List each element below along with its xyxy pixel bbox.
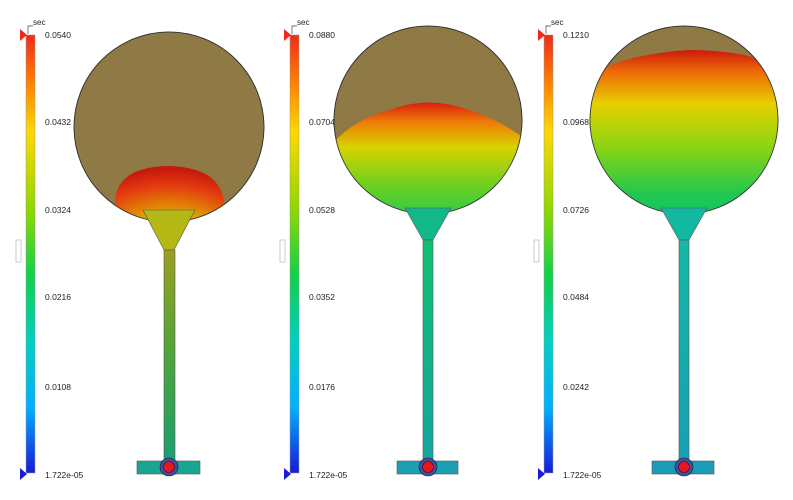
- colorbar-unit-bracket-1: [27, 25, 33, 34]
- cavity-part-1: [73, 31, 265, 477]
- colorbar-ticks-3: 0.1210 0.0968 0.0726 0.0484 0.0242 1.722…: [563, 30, 602, 480]
- tick-label: 0.0484: [563, 292, 589, 302]
- injection-point-icon: [678, 461, 690, 473]
- injection-point-icon: [163, 461, 175, 473]
- fill-time-plot-2: sec 0.0880 0.0704 0.0528 0.0352 0.0176 1…: [279, 18, 523, 480]
- tick-label: 0.1210: [563, 30, 589, 40]
- cavity-part-3: [589, 25, 779, 477]
- melt-front: [334, 102, 522, 214]
- colorbar-max-marker-3: [538, 29, 545, 41]
- tick-label: 1.722e-05: [563, 470, 602, 480]
- fan-gate: [142, 209, 196, 251]
- tick-label: 0.0540: [45, 30, 71, 40]
- colorbar-1: [25, 34, 36, 474]
- injection-point-icon: [422, 461, 434, 473]
- fill-time-panel-3: sec 0.1210 0.0968 0.0726 0.0484 0.0242 1…: [518, 0, 782, 500]
- tick-label: 0.0726: [563, 205, 589, 215]
- runner: [678, 239, 690, 462]
- colorbar-min-marker-2: [284, 468, 291, 480]
- colorbar-max-marker-1: [20, 29, 27, 41]
- colorbar-ticks-1: 0.0540 0.0432 0.0324 0.0216 0.0108 1.722…: [45, 30, 84, 480]
- tick-label: 0.0968: [563, 117, 589, 127]
- colorbar-unit-3: sec: [551, 18, 563, 27]
- fill-time-plot-1: sec 0.0540 0.0432 0.0324 0.0216 0.0108 1…: [15, 18, 265, 480]
- tick-label: 0.0216: [45, 292, 71, 302]
- tick-label: 0.0352: [309, 292, 335, 302]
- colorbar-unit-2: sec: [297, 18, 309, 27]
- fill-time-plot-3: sec 0.1210 0.0968 0.0726 0.0484 0.0242 1…: [533, 18, 779, 480]
- tick-label: 1.722e-05: [45, 470, 84, 480]
- colorbar-handle-1[interactable]: [15, 239, 22, 263]
- fill-time-panel-1: sec 0.0540 0.0432 0.0324 0.0216 0.0108 1…: [0, 0, 265, 500]
- colorbar-handle-2[interactable]: [279, 239, 286, 263]
- tick-label: 0.0880: [309, 30, 335, 40]
- tick-label: 0.0324: [45, 205, 71, 215]
- fan-gate: [404, 207, 452, 241]
- colorbar-max-marker-2: [284, 29, 291, 41]
- colorbar-handle-3[interactable]: [533, 239, 540, 263]
- colorbar-unit-bracket-2: [291, 25, 297, 34]
- tick-label: 0.0176: [309, 382, 335, 392]
- runner: [163, 249, 176, 462]
- colorbar-2: [289, 34, 300, 474]
- tick-label: 0.0704: [309, 117, 335, 127]
- colorbar-3: [543, 34, 554, 474]
- cavity-part-2: [333, 25, 523, 477]
- colorbar-unit-1: sec: [33, 18, 45, 27]
- colorbar-ticks-2: 0.0880 0.0704 0.0528 0.0352 0.0176 1.722…: [309, 30, 348, 480]
- fan-gate: [660, 207, 708, 241]
- colorbar-min-marker-1: [20, 468, 27, 480]
- colorbar-unit-bracket-3: [545, 25, 551, 34]
- runner: [422, 239, 434, 462]
- tick-label: 0.0528: [309, 205, 335, 215]
- tick-label: 1.722e-05: [309, 470, 348, 480]
- melt-front: [590, 50, 778, 214]
- tick-label: 0.0242: [563, 382, 589, 392]
- tick-label: 0.0432: [45, 117, 71, 127]
- fill-time-panel-2: sec 0.0880 0.0704 0.0528 0.0352 0.0176 1…: [264, 0, 528, 500]
- colorbar-min-marker-3: [538, 468, 545, 480]
- tick-label: 0.0108: [45, 382, 71, 392]
